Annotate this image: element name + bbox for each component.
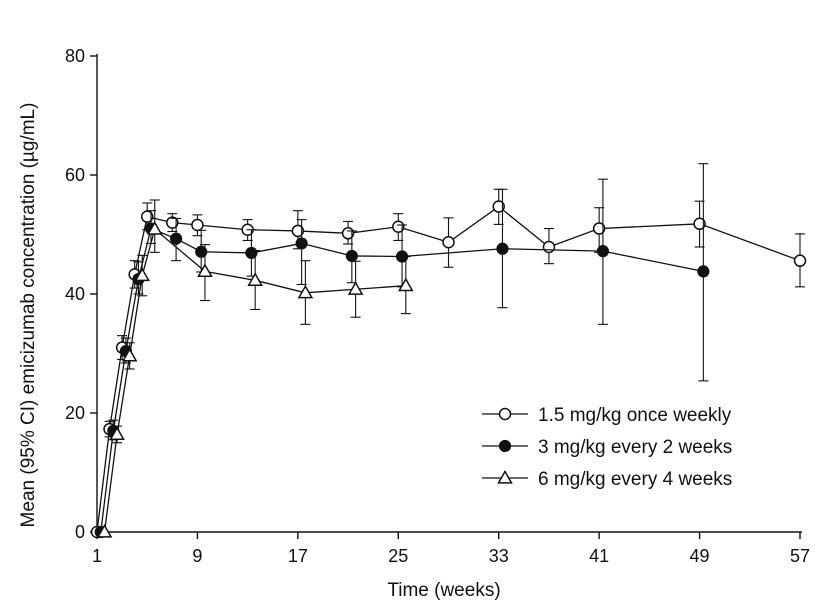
data-point-filled-circle: [169, 232, 183, 245]
series-line: [103, 227, 406, 533]
data-point-open-circle: [498, 407, 512, 421]
data-point-open-circle: [592, 222, 606, 235]
data-point-open-circle: [492, 200, 505, 213]
y-tick-label: 0: [75, 522, 85, 542]
x-axis-label: Time (weeks): [387, 580, 500, 601]
y-tick-label: 40: [65, 284, 85, 304]
x-tick-label: 9: [192, 546, 202, 566]
legend-label: 3 mg/kg every 2 weeks: [538, 437, 732, 458]
data-point-filled-circle: [697, 265, 710, 278]
x-tick-label: 1: [92, 546, 102, 566]
legend: 1.5 mg/kg once weekly 3 mg/kg every 2 wee…: [482, 405, 732, 490]
x-tick-label: 49: [690, 546, 710, 566]
data-point-open-circle: [793, 254, 807, 267]
legend-item-2: 3 mg/kg every 2 weeks: [482, 437, 732, 458]
data-point-open-triangle: [497, 469, 513, 484]
y-tick-label: 20: [65, 403, 85, 423]
data-point-open-triangle: [96, 523, 113, 538]
data-point-open-triangle: [146, 221, 163, 235]
x-tick-label: 57: [790, 546, 810, 566]
data-point-open-circle: [542, 240, 556, 254]
legend-label: 6 mg/kg every 4 weeks: [538, 469, 732, 490]
data-point-open-triangle: [121, 347, 138, 362]
y-tick-label: 60: [65, 165, 85, 185]
series-layer: [90, 163, 807, 539]
data-point-filled-circle: [295, 237, 308, 250]
y-axis-label: Mean (95% CI) emicizumab concentration (…: [18, 103, 39, 528]
data-point-open-triangle: [297, 284, 314, 299]
y-tick-label: 80: [65, 46, 85, 66]
x-tick-label: 33: [489, 546, 509, 566]
data-point-open-triangle: [398, 277, 414, 292]
data-point-open-circle: [291, 224, 305, 238]
data-point-open-triangle: [197, 263, 213, 278]
data-point-open-triangle: [247, 272, 263, 286]
legend-item-1: 1.5 mg/kg once weekly: [482, 405, 732, 426]
x-tick-label: 25: [388, 546, 408, 566]
data-point-filled-circle: [195, 245, 208, 258]
data-point-filled-circle: [345, 249, 358, 263]
legend-item-3: 6 mg/kg every 4 weeks: [482, 469, 732, 490]
data-point-open-triangle: [134, 267, 150, 282]
data-point-filled-circle: [498, 439, 512, 453]
axes: 0 20 40 60 80 1 9 17 25 33 41 49 57: [65, 46, 810, 566]
data-point-filled-circle: [496, 242, 509, 255]
data-point-open-circle: [392, 220, 405, 234]
data-point-open-circle: [166, 216, 179, 229]
data-point-open-circle: [693, 217, 706, 231]
series-3: [96, 199, 414, 538]
series-line: [100, 227, 704, 533]
data-point-open-triangle: [347, 281, 364, 295]
data-point-open-circle: [191, 218, 204, 232]
x-tick-label: 41: [589, 546, 609, 566]
data-point-open-triangle: [109, 426, 125, 441]
data-point-filled-circle: [596, 245, 610, 258]
data-point-open-circle: [442, 235, 455, 249]
x-tick-label: 17: [288, 546, 308, 566]
legend-label: 1.5 mg/kg once weekly: [538, 405, 732, 426]
